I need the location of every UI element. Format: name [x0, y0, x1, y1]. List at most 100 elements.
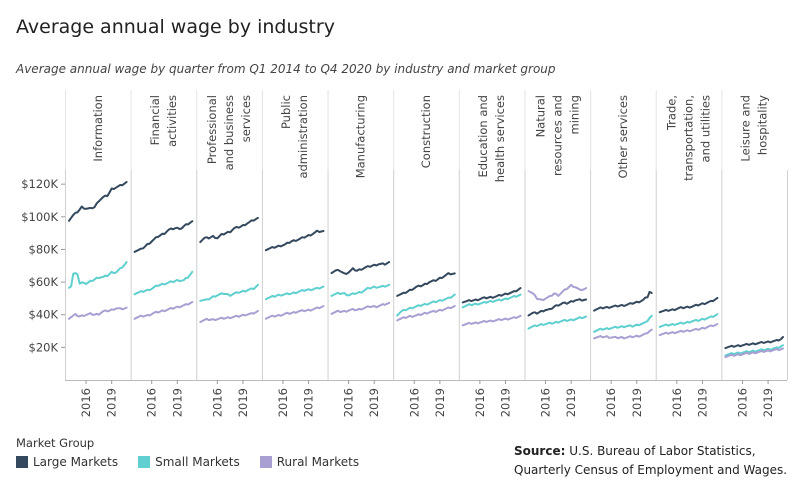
series-line-natural-resources-and-mining-large-markets: [527, 298, 588, 317]
y-tick-label: $100K: [21, 210, 58, 224]
panel-header-education-and-health-services: health services: [493, 95, 507, 182]
x-tick-label: 2016: [539, 388, 553, 417]
panel-header-education-and-health-services: Education and: [476, 95, 490, 178]
series-line-information-large-markets: [68, 181, 128, 222]
legend-label-rural-markets: Rural Markets: [276, 455, 360, 469]
panel-header-trade-transportation-and-utilities: and utilities: [699, 95, 713, 162]
x-tick-label: 2016: [407, 388, 421, 417]
panel-header-natural-resources-and-mining: mining: [567, 95, 581, 134]
x-tick-label: 2016: [473, 388, 487, 417]
x-tick-label: 2016: [342, 388, 356, 417]
panel-header-other-services: Other services: [616, 95, 630, 179]
y-tick-label: $40K: [29, 308, 59, 322]
series-line-financial-activities-rural-markets: [133, 301, 194, 320]
source-line-1: U.S. Bureau of Labor Statistics,: [569, 444, 756, 458]
x-tick-label: 2019: [302, 388, 316, 417]
x-tick-label: 2019: [499, 388, 513, 417]
y-tick-label: $20K: [29, 340, 59, 354]
series-line-manufacturing-small-markets: [330, 283, 391, 297]
y-tick-label: $60K: [29, 275, 59, 289]
panel-header-trade-transportation-and-utilities: Trade,: [665, 95, 679, 131]
series-line-professional-and-business-services-rural-markets: [199, 309, 259, 323]
panel-header-public-administration: administration: [296, 95, 310, 179]
series-line-education-and-health-services-rural-markets: [461, 314, 522, 327]
panel-header-natural-resources-and-mining: Natural: [533, 95, 547, 137]
legend: Market Group Large Markets Small Markets…: [16, 436, 359, 469]
series-line-manufacturing-rural-markets: [330, 301, 391, 315]
chart-title: Average annual wage by industry: [16, 16, 335, 38]
legend-swatch-small-markets: [138, 456, 151, 468]
x-tick-label: 2016: [735, 388, 749, 417]
series-line-professional-and-business-services-large-markets: [199, 216, 259, 244]
series-line-financial-activities-small-markets: [133, 270, 194, 296]
panel-header-leisure-and-hospitality: hospitality: [756, 95, 770, 155]
series-line-information-small-markets: [68, 261, 128, 289]
series-line-education-and-health-services-small-markets: [461, 293, 522, 309]
x-tick-label: 2016: [670, 388, 684, 417]
panel-header-information: Information: [91, 95, 105, 162]
series-line-manufacturing-large-markets: [330, 261, 391, 275]
panel-header-trade-transportation-and-utilities: transportation,: [682, 95, 696, 181]
x-tick-label: 2016: [276, 388, 290, 417]
panel-header-natural-resources-and-mining: resources and: [550, 95, 564, 176]
legend-title: Market Group: [16, 436, 95, 450]
panel-header-financial-activities: Financial: [148, 95, 162, 145]
x-tick-label: 2019: [170, 388, 184, 417]
legend-items: Large Markets Small Markets Rural Market…: [16, 455, 359, 469]
x-tick-label: 2016: [604, 388, 618, 417]
legend-swatch-rural-markets: [259, 456, 272, 468]
series-line-natural-resources-and-mining-small-markets: [527, 315, 588, 330]
legend-item-large-markets[interactable]: Large Markets: [16, 455, 118, 469]
x-tick-label: 2019: [433, 388, 447, 417]
series-line-leisure-and-hospitality-rural-markets: [724, 347, 784, 359]
x-tick-label: 2016: [145, 388, 159, 417]
series-line-other-services-small-markets: [593, 314, 653, 333]
panel-header-public-administration: Public: [279, 95, 293, 129]
series-line-trade-transportation-and-utilities-rural-markets: [658, 323, 719, 337]
legend-label-large-markets: Large Markets: [33, 455, 119, 469]
series-line-public-administration-large-markets: [264, 229, 325, 252]
series-line-construction-large-markets: [396, 272, 456, 297]
panel-header-leisure-and-hospitality: Leisure and: [739, 95, 753, 162]
x-tick-label: 2019: [105, 388, 119, 417]
x-tick-label: 2019: [630, 388, 644, 417]
series-line-financial-activities-large-markets: [133, 220, 194, 253]
series-line-public-administration-rural-markets: [264, 305, 325, 320]
series-line-construction-rural-markets: [396, 305, 456, 322]
legend-item-small-markets[interactable]: Small Markets: [138, 455, 240, 469]
x-tick-label: 2019: [236, 388, 250, 417]
panel-header-financial-activities: activities: [165, 95, 179, 147]
y-tick-label: $120K: [21, 177, 58, 191]
x-tick-label: 2019: [761, 388, 775, 417]
x-tick-label: 2016: [210, 388, 224, 417]
x-tick-label: 2016: [79, 388, 93, 417]
legend-swatch-large-markets: [16, 456, 28, 468]
legend-item-rural-markets[interactable]: Rural Markets: [259, 455, 360, 469]
panel-header-professional-and-business-services: services: [239, 95, 253, 142]
series-line-leisure-and-hospitality-small-markets: [724, 344, 784, 357]
x-tick-label: 2019: [695, 388, 709, 417]
source-line-2: Quarterly Census of Employment and Wages…: [514, 463, 788, 477]
series-line-other-services-large-markets: [593, 290, 653, 312]
chart-subtitle: Average annual wage by quarter from Q1 2…: [16, 62, 556, 76]
panel-header-construction: Construction: [419, 95, 433, 168]
series-line-natural-resources-and-mining-rural-markets: [527, 283, 588, 301]
panel-header-professional-and-business-services: Professional: [205, 95, 219, 164]
source-note: Source: U.S. Bureau of Labor Statistics,…: [514, 442, 787, 480]
x-tick-label: 2019: [564, 388, 578, 417]
series-line-leisure-and-hospitality-large-markets: [724, 336, 784, 350]
panel-header-professional-and-business-services: and business: [222, 95, 236, 170]
series-line-construction-small-markets: [396, 293, 456, 317]
series-line-other-services-rural-markets: [593, 328, 653, 340]
x-tick-label: 2019: [367, 388, 381, 417]
series-line-professional-and-business-services-small-markets: [199, 283, 259, 302]
series-line-trade-transportation-and-utilities-small-markets: [658, 313, 719, 328]
panel-header-manufacturing: Manufacturing: [353, 95, 367, 178]
series-line-trade-transportation-and-utilities-large-markets: [658, 296, 719, 314]
y-tick-label: $80K: [29, 242, 59, 256]
series-line-public-administration-small-markets: [264, 285, 325, 301]
series-line-information-rural-markets: [68, 306, 128, 320]
chart-area: $20K $40K $60K $80K $100K $120K Information 201…: [21, 90, 788, 417]
series-line-education-and-health-services-large-markets: [461, 287, 522, 304]
legend-label-small-markets: Small Markets: [155, 455, 240, 469]
